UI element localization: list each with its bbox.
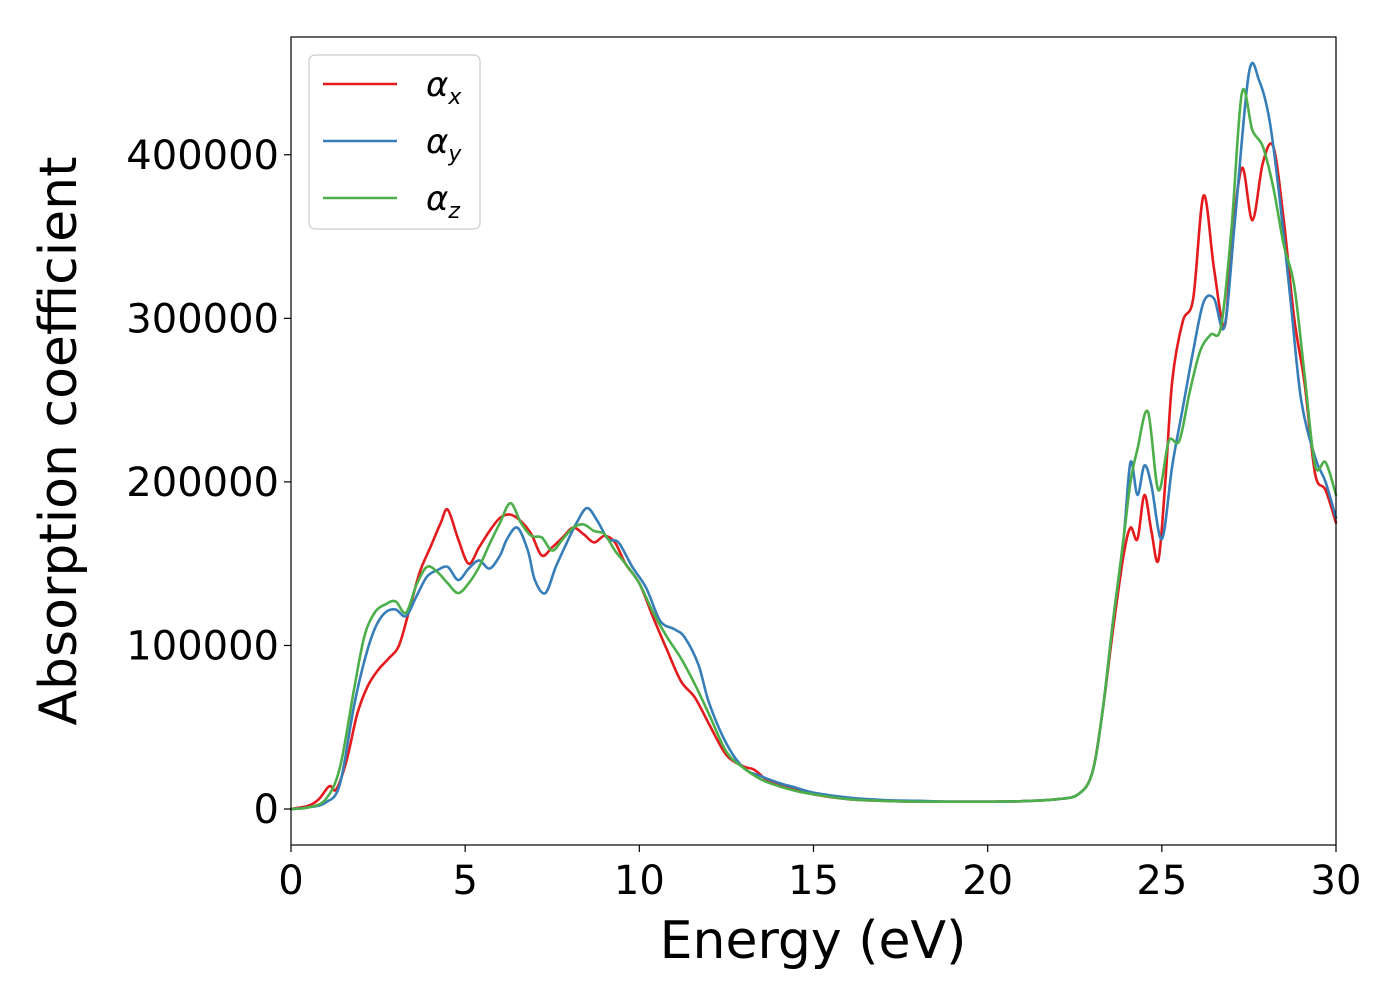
x-axis: 0 5 10 15 20 25 30 (278, 845, 1361, 904)
x-tick-label: 25 (1136, 858, 1187, 904)
legend-label-base: α (426, 179, 448, 219)
x-tick-label: 30 (1311, 858, 1362, 904)
y-tick-label: 400000 (126, 133, 279, 179)
series-line-z (289, 87, 1338, 811)
series-line-x (289, 142, 1338, 811)
y-axis: 0 100000 200000 300000 400000 (126, 133, 291, 833)
legend-label-subscript: x (447, 85, 462, 110)
legend-label-y: αy (426, 122, 462, 167)
y-tick-label: 100000 (126, 623, 279, 669)
x-tick-label: 20 (962, 858, 1013, 904)
legend-label-subscript: y (447, 142, 462, 167)
y-tick-label: 200000 (126, 460, 279, 506)
legend-label-subscript: z (447, 199, 460, 224)
legend-label-base: α (426, 122, 448, 162)
y-axis-label: Absorption coefficient (29, 156, 89, 725)
x-tick-label: 0 (278, 858, 303, 904)
x-tick-label: 5 (452, 858, 477, 904)
x-tick-label: 10 (614, 858, 665, 904)
y-tick-label: 300000 (126, 296, 279, 342)
legend-label-base: α (426, 65, 448, 105)
legend-label-x: αx (426, 65, 462, 110)
y-tick-label: 0 (254, 787, 279, 833)
x-tick-label: 15 (788, 858, 839, 904)
x-axis-label: Energy (eV) (660, 911, 967, 971)
legend-label-z: αz (426, 179, 460, 224)
series-layer (289, 61, 1338, 811)
